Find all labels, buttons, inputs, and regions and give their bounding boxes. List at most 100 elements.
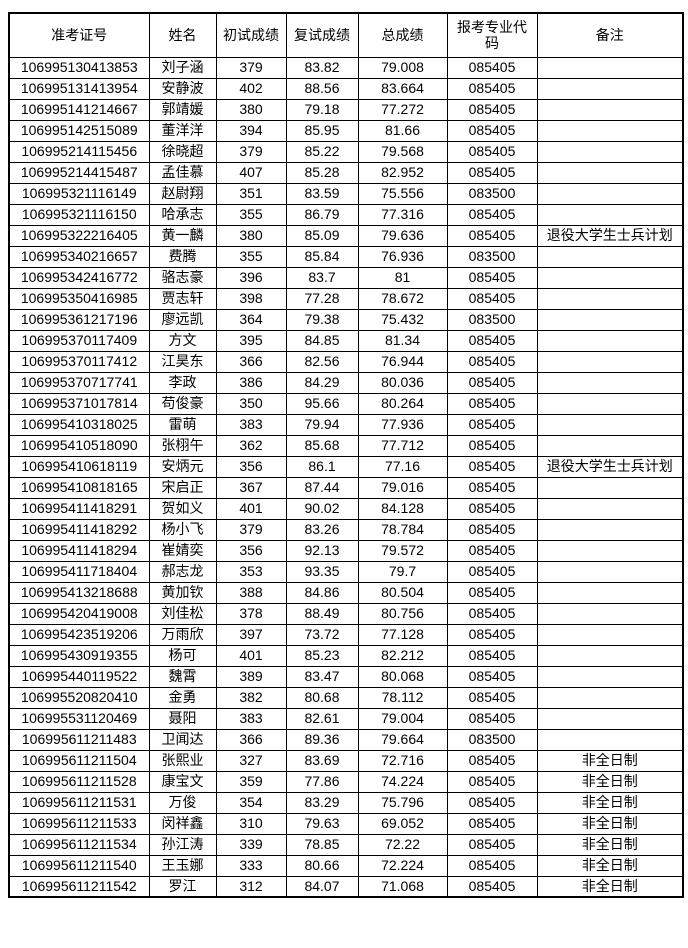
cell-total-score: 79.7 [357,560,448,583]
cell-remark [536,266,684,289]
cell-initial-score: 339 [215,833,287,856]
cell-admission-no: 106995411418292 [8,518,150,541]
cell-retest-score: 80.68 [285,686,359,709]
cell-admission-no: 106995413218688 [8,581,150,604]
cell-remark: 非全日制 [536,854,684,877]
table-header: 准考证号 姓名 初试成绩 复试成绩 总成绩 报考专业代码 备注 [8,12,684,58]
cell-admission-no: 106995611211504 [8,749,150,772]
cell-retest-score: 83.29 [285,791,359,814]
cell-remark [536,371,684,394]
cell-name: 郝志龙 [148,560,217,583]
cell-remark [536,665,684,688]
table-row: 106995340216657 费腾 355 85.84 76.936 083500 [8,245,684,268]
cell-total-score: 78.672 [357,287,448,310]
table-row: 106995611211533 闵祥鑫 310 79.63 69.052 085405 非全… [8,812,684,835]
cell-admission-no: 106995410318025 [8,413,150,436]
table-row: 106995520820410 金勇 382 80.68 78.112 085405 [8,686,684,709]
table-row: 106995423519206 万雨欣 397 73.72 77.128 085405 [8,623,684,646]
cell-remark [536,392,684,415]
header-retest-score: 复试成绩 [285,12,359,58]
cell-major-code: 085405 [446,413,538,436]
cell-remark [536,518,684,541]
cell-total-score: 77.316 [357,203,448,226]
cell-initial-score: 394 [215,119,287,142]
cell-retest-score: 78.85 [285,833,359,856]
cell-major-code: 085405 [446,770,538,793]
cell-admission-no: 106995342416772 [8,266,150,289]
cell-name: 杨小飞 [148,518,217,541]
cell-total-score: 74.224 [357,770,448,793]
cell-name: 魏霄 [148,665,217,688]
cell-name: 董洋洋 [148,119,217,142]
cell-retest-score: 84.29 [285,371,359,394]
cell-total-score: 71.068 [357,875,448,898]
cell-initial-score: 366 [215,350,287,373]
cell-remark [536,686,684,709]
cell-major-code: 083500 [446,245,538,268]
cell-admission-no: 106995361217196 [8,308,150,331]
cell-admission-no: 106995430919355 [8,644,150,667]
cell-retest-score: 83.59 [285,182,359,205]
table-row: 106995411418292 杨小飞 379 83.26 78.784 085405 [8,518,684,541]
cell-major-code: 085405 [446,203,538,226]
cell-retest-score: 77.28 [285,287,359,310]
cell-initial-score: 356 [215,539,287,562]
cell-total-score: 77.936 [357,413,448,436]
cell-major-code: 085405 [446,518,538,541]
table-row: 106995410518090 张栩午 362 85.68 77.712 085405 [8,434,684,457]
cell-retest-score: 83.69 [285,749,359,772]
cell-initial-score: 351 [215,182,287,205]
header-admission-no: 准考证号 [8,12,150,58]
cell-remark [536,476,684,499]
cell-name: 安炳元 [148,455,217,478]
cell-remark [536,245,684,268]
cell-remark [536,728,684,751]
cell-name: 万雨欣 [148,623,217,646]
cell-initial-score: 380 [215,98,287,121]
cell-total-score: 77.128 [357,623,448,646]
cell-retest-score: 73.72 [285,623,359,646]
cell-name: 安静波 [148,77,217,100]
cell-initial-score: 356 [215,455,287,478]
cell-remark [536,203,684,226]
cell-name: 廖远凯 [148,308,217,331]
cell-retest-score: 87.44 [285,476,359,499]
cell-major-code: 083500 [446,308,538,331]
cell-remark [536,644,684,667]
cell-initial-score: 312 [215,875,287,898]
cell-total-score: 81.66 [357,119,448,142]
cell-remark [536,119,684,142]
table-row: 106995214115456 徐晓超 379 85.22 79.568 085405 [8,140,684,163]
cell-name: 刘子涵 [148,56,217,79]
cell-retest-score: 92.13 [285,539,359,562]
cell-total-score: 80.068 [357,665,448,688]
cell-total-score: 79.664 [357,728,448,751]
cell-initial-score: 366 [215,728,287,751]
cell-name: 赵尉翔 [148,182,217,205]
cell-major-code: 085405 [446,581,538,604]
table-row: 106995611211483 卫闻达 366 89.36 79.664 083500 [8,728,684,751]
cell-admission-no: 106995420419008 [8,602,150,625]
cell-admission-no: 106995370717741 [8,371,150,394]
cell-initial-score: 401 [215,497,287,520]
table-row: 106995413218688 黄加钦 388 84.86 80.504 085405 [8,581,684,604]
cell-remark [536,329,684,352]
header-remark: 备注 [536,12,684,58]
cell-major-code: 085405 [446,266,538,289]
cell-admission-no: 106995411418294 [8,539,150,562]
cell-retest-score: 80.66 [285,854,359,877]
cell-retest-score: 83.7 [285,266,359,289]
cell-total-score: 79.636 [357,224,448,247]
cell-total-score: 72.22 [357,833,448,856]
table-row: 106995342416772 骆志豪 396 83.7 81 085405 [8,266,684,289]
cell-major-code: 085405 [446,623,538,646]
cell-major-code: 085405 [446,707,538,730]
cell-major-code: 083500 [446,182,538,205]
cell-admission-no: 106995321116149 [8,182,150,205]
cell-name: 黄一麟 [148,224,217,247]
cell-name: 费腾 [148,245,217,268]
cell-name: 金勇 [148,686,217,709]
cell-admission-no: 106995611211528 [8,770,150,793]
table-row: 106995611211531 万俊 354 83.29 75.796 085405 非全日… [8,791,684,814]
cell-retest-score: 85.23 [285,644,359,667]
